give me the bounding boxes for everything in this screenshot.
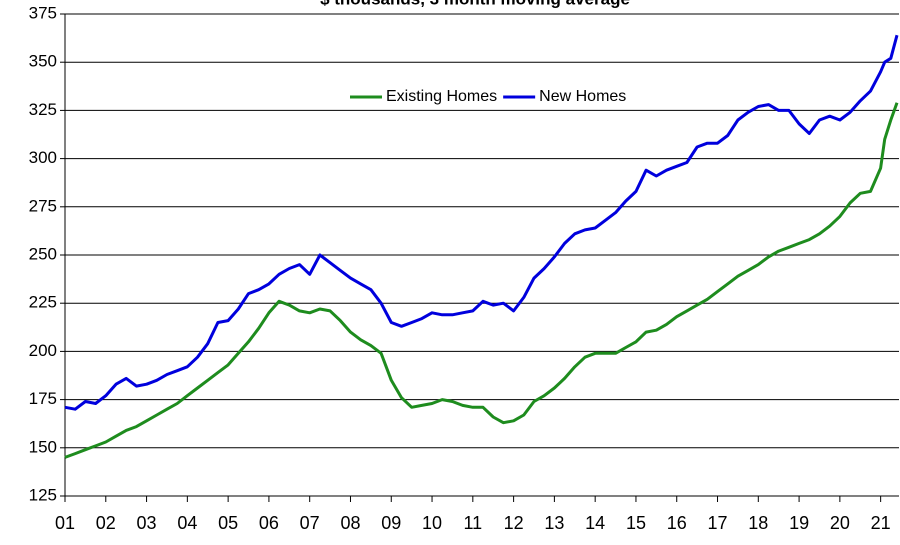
series-line [64, 34, 899, 411]
y-tick-label: 250 [29, 244, 57, 263]
y-tick-label: 350 [29, 52, 57, 71]
x-tick-label: 17 [708, 513, 728, 533]
series-line [64, 102, 899, 459]
x-tick-label: 18 [748, 513, 768, 533]
x-tick-label: 10 [422, 513, 442, 533]
y-tick-label: 325 [29, 100, 57, 119]
x-tick-label: 21 [871, 513, 891, 533]
y-tick-label: 125 [29, 485, 57, 504]
x-tick-label: 01 [55, 513, 75, 533]
y-tick-label: 300 [29, 148, 57, 167]
x-tick-label: 11 [463, 513, 482, 533]
y-tick-label: 175 [29, 389, 57, 408]
x-tick-label: 07 [300, 513, 320, 533]
x-tick-label: 02 [96, 513, 116, 533]
x-tick-label: 06 [259, 513, 279, 533]
legend-label: Existing Homes [386, 88, 497, 105]
x-tick-label: 20 [830, 513, 850, 533]
x-tick-label: 09 [381, 513, 401, 533]
y-tick-label: 225 [29, 293, 57, 312]
x-tick-label: 16 [667, 513, 687, 533]
chart-subtitle: $ thousands, 3 month moving average [320, 0, 630, 8]
y-tick-label: 275 [29, 196, 57, 215]
x-tick-label: 13 [544, 513, 564, 533]
x-tick-label: 15 [626, 513, 646, 533]
y-tick-label: 150 [29, 437, 57, 456]
x-tick-label: 05 [218, 513, 238, 533]
x-tick-label: 19 [789, 513, 809, 533]
x-tick-label: 04 [177, 513, 197, 533]
legend-label: New Homes [539, 88, 626, 105]
x-tick-label: 12 [504, 513, 524, 533]
x-tick-label: 14 [585, 513, 605, 533]
y-tick-label: 200 [29, 341, 57, 360]
y-tick-label: 375 [29, 3, 57, 22]
x-tick-label: 08 [340, 513, 360, 533]
x-tick-label: 03 [137, 513, 157, 533]
